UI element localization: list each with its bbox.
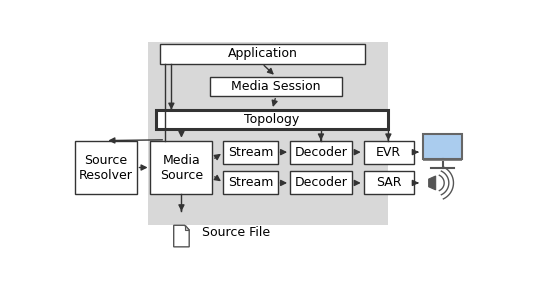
Polygon shape (174, 225, 189, 247)
Bar (151, 141, 213, 194)
Bar (156, 110, 388, 129)
Bar (290, 141, 352, 164)
Polygon shape (185, 225, 189, 230)
Bar (290, 171, 352, 194)
Bar (75, 141, 137, 194)
Text: SAR: SAR (376, 176, 402, 189)
Bar (364, 141, 414, 164)
Text: Media
Source: Media Source (160, 154, 203, 182)
Bar (423, 134, 462, 159)
Text: Decoder: Decoder (295, 146, 348, 159)
Text: Stream: Stream (227, 146, 273, 159)
Text: Topology: Topology (245, 113, 300, 126)
Polygon shape (429, 176, 436, 190)
Bar (223, 171, 278, 194)
Text: Decoder: Decoder (295, 176, 348, 189)
Bar (210, 77, 342, 96)
Text: Source
Resolver: Source Resolver (78, 154, 132, 182)
Text: Application: Application (227, 47, 297, 60)
Bar (160, 43, 365, 63)
Bar (423, 134, 462, 159)
Text: Stream: Stream (227, 176, 273, 189)
Bar (423, 159, 462, 161)
Bar (364, 171, 414, 194)
Text: EVR: EVR (376, 146, 402, 159)
Text: Media Session: Media Session (231, 80, 321, 93)
Bar (148, 42, 388, 225)
Text: Source File: Source File (202, 227, 271, 239)
Bar (223, 141, 278, 164)
